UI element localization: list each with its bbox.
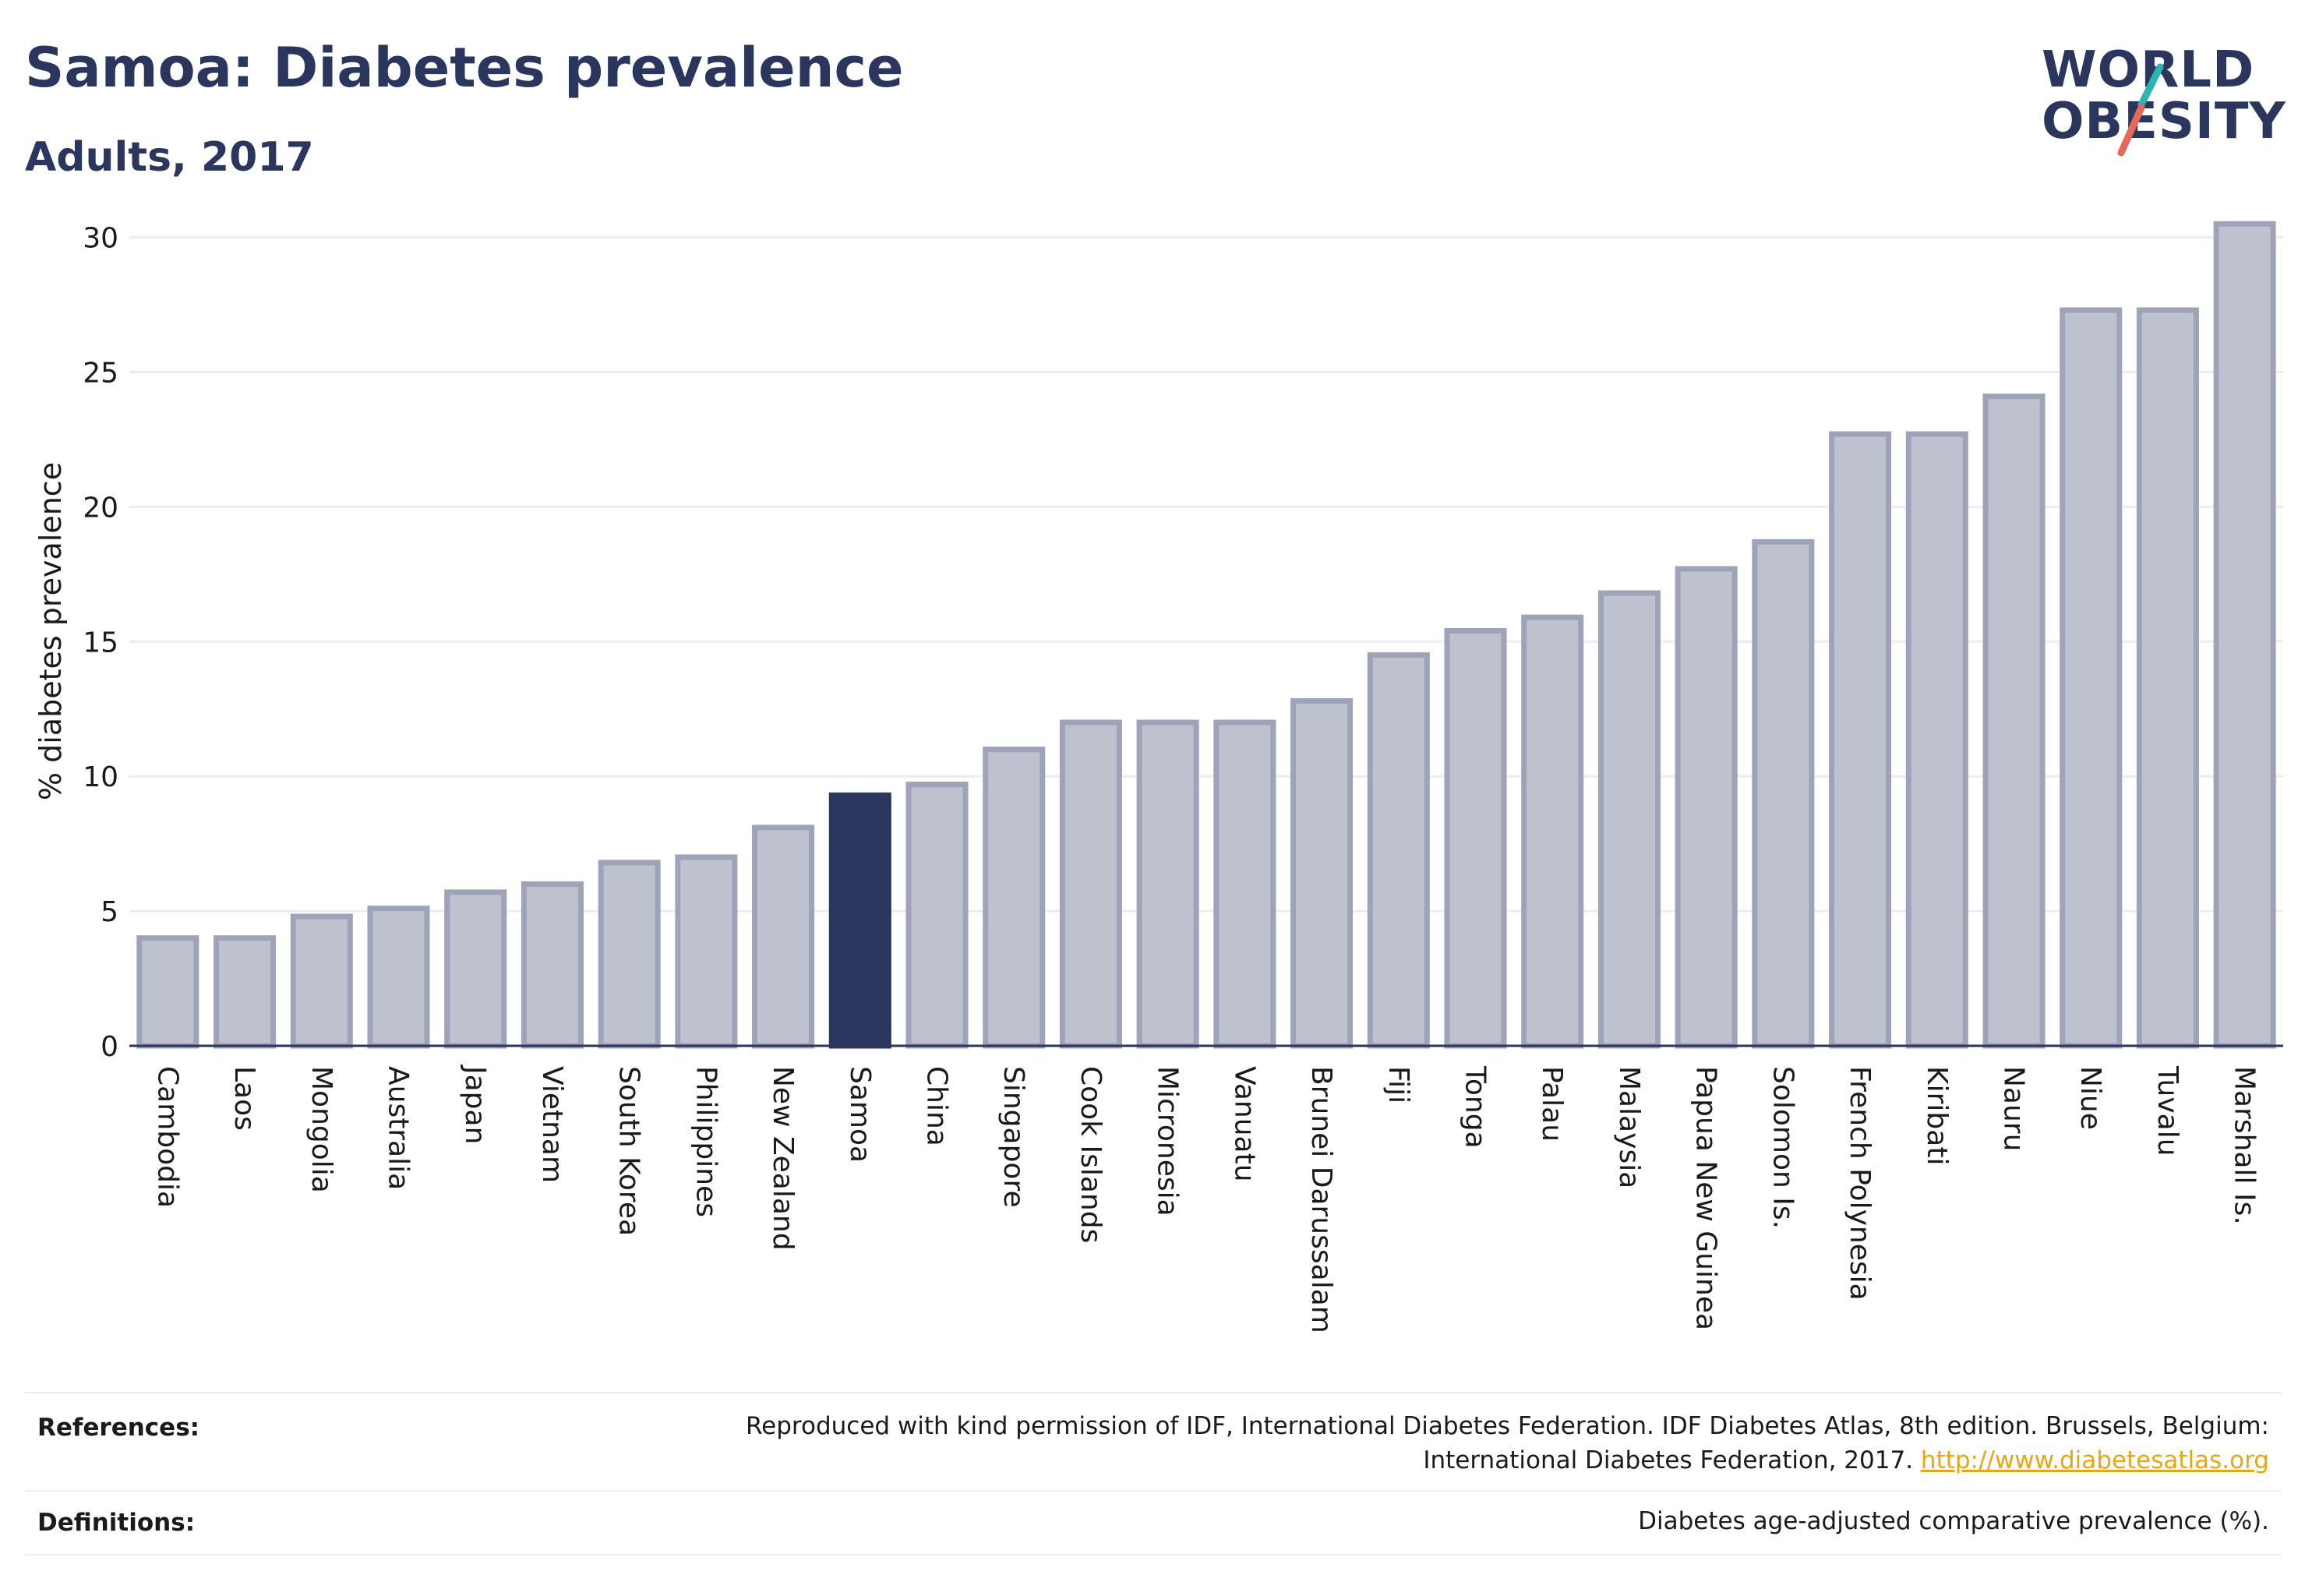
page-subtitle: Adults, 2017 — [25, 134, 314, 181]
footer-divider-bottom — [25, 1554, 2282, 1555]
definitions-text: Diabetes age-adjusted comparative preval… — [1638, 1507, 2269, 1535]
x-tick-label: South Korea — [613, 1066, 645, 1236]
bar-micronesia — [1136, 719, 1199, 1049]
x-tick-label: Tuvalu — [2151, 1065, 2183, 1156]
bar-niue — [2060, 307, 2123, 1049]
y-tick-label: 5 — [101, 896, 118, 928]
bar-cambodia — [136, 935, 199, 1049]
x-tick-label: Papua New Guinea — [1690, 1066, 1722, 1330]
bar-fiji — [1367, 652, 1430, 1049]
definitions-row: Definitions: Diabetes age-adjusted compa… — [25, 1492, 2282, 1554]
x-tick-label: Kiribati — [1921, 1066, 1953, 1165]
x-tick-label: French Polynesia — [1844, 1066, 1876, 1301]
x-tick-label: Fiji — [1382, 1066, 1414, 1103]
y-axis-label: % diabetes prevalence — [34, 462, 68, 800]
x-tick-label: Niue — [2074, 1066, 2106, 1130]
references-line-1: Reproduced with kind permission of IDF, … — [746, 1412, 2269, 1440]
bar-tuvalu — [2136, 307, 2199, 1049]
x-tick-label: Japan — [459, 1065, 491, 1144]
bar-new-zealand — [752, 824, 815, 1049]
bar-south-korea — [598, 860, 661, 1049]
x-tick-label: Nauru — [1998, 1066, 2030, 1151]
y-tick-label: 30 — [83, 223, 118, 255]
bar-palau — [1521, 614, 1584, 1049]
x-tick-label: Cambodia — [151, 1066, 183, 1208]
x-tick-label: Laos — [228, 1066, 260, 1131]
diabetes-atlas-link[interactable]: http://www.diabetesatlas.org — [1920, 1446, 2269, 1474]
x-tick-label: Australia — [383, 1066, 415, 1190]
bar-australia — [367, 906, 430, 1049]
references-line-2: International Diabetes Federation, 2017.… — [746, 1443, 2269, 1478]
bar-brunei-darussalam — [1290, 697, 1354, 1049]
bar-vanuatu — [1213, 719, 1276, 1049]
bar-philippines — [675, 854, 738, 1049]
world-obesity-logo: WORLD OBESITY — [2034, 39, 2291, 164]
x-tick-label: Vietnam — [536, 1066, 568, 1183]
x-tick-label: New Zealand — [767, 1066, 799, 1251]
x-tick-label: Malaysia — [1613, 1066, 1645, 1188]
x-tick-label: Samoa — [844, 1066, 876, 1163]
y-tick-label: 10 — [83, 761, 118, 793]
x-tick-label: Solomon Is. — [1767, 1066, 1798, 1229]
y-tick-label: 0 — [101, 1031, 118, 1063]
bars — [136, 221, 2276, 1049]
bar-china — [905, 782, 969, 1049]
bar-tonga — [1444, 627, 1507, 1049]
bar-nauru — [1982, 394, 2046, 1049]
bar-mongolia — [290, 913, 353, 1049]
bar-singapore — [983, 747, 1046, 1049]
x-tick-label: Singapore — [997, 1066, 1029, 1208]
page-title: Samoa: Diabetes prevalence — [25, 36, 904, 100]
definitions-label: Definitions: — [37, 1509, 196, 1537]
references-text: Reproduced with kind permission of IDF, … — [746, 1409, 2269, 1478]
x-tick-label: China — [921, 1066, 953, 1146]
x-tick-label: Cook Islands — [1075, 1066, 1107, 1243]
logo-line-2: OBESITY — [2042, 93, 2286, 150]
bar-japan — [444, 889, 507, 1049]
x-tick-label: Philippines — [690, 1066, 722, 1217]
bar-french-polynesia — [1829, 431, 1892, 1049]
y-tick-label: 25 — [83, 357, 118, 389]
x-tick-label: Brunei Darussalam — [1305, 1066, 1337, 1333]
y-tick-label: 15 — [83, 627, 118, 659]
bar-marshall-is — [2213, 221, 2276, 1049]
references-row: References: Reproduced with kind permiss… — [25, 1395, 2282, 1488]
bar-solomon-is — [1752, 538, 1815, 1049]
x-tick-label: Micronesia — [1152, 1066, 1184, 1216]
bar-malaysia — [1597, 590, 1661, 1049]
references-label: References: — [37, 1414, 200, 1442]
bar-vietnam — [521, 881, 584, 1049]
x-tick-label: Palau — [1536, 1066, 1568, 1142]
logo-slash-icon — [2117, 63, 2164, 157]
bar-kiribati — [1905, 431, 1968, 1049]
x-tick-label: Marshall Is. — [2229, 1066, 2261, 1225]
x-tick-label: Mongolia — [305, 1066, 337, 1193]
x-tick-label: Tonga — [1460, 1065, 1491, 1149]
bar-cook-islands — [1059, 719, 1122, 1049]
axes: 0 5 10 15 20 25 30 Cambodia Laos Mongolia Australi… — [83, 223, 2283, 1333]
references-line-2-text: International Diabetes Federation, 2017. — [1423, 1446, 1914, 1474]
bar-samoa — [828, 792, 891, 1049]
y-tick-label: 20 — [83, 492, 118, 524]
footer-divider-top — [25, 1392, 2282, 1393]
bar-laos — [214, 935, 277, 1049]
footer-divider-middle — [25, 1490, 2282, 1492]
bar-papua-new-guinea — [1675, 566, 1738, 1049]
x-tick-label: Vanuatu — [1228, 1066, 1260, 1182]
bar-chart: 0 5 10 15 20 25 30 Cambodia Laos Mongolia Australi… — [34, 221, 2283, 1333]
